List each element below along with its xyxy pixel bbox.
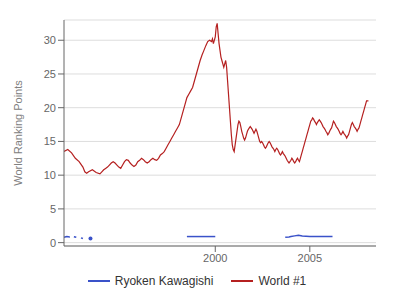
svg-text:10: 10 (44, 169, 56, 181)
svg-text:20: 20 (44, 102, 56, 114)
svg-text:0: 0 (50, 237, 56, 249)
svg-text:15: 15 (44, 135, 56, 147)
svg-text:30: 30 (44, 34, 56, 46)
svg-text:5: 5 (50, 203, 56, 215)
svg-text:25: 25 (44, 68, 56, 80)
svg-text:World Ranking Points: World Ranking Points (12, 80, 24, 186)
svg-text:2005: 2005 (298, 252, 322, 264)
svg-text:2000: 2000 (203, 252, 227, 264)
html-text:World #1: World #1 (258, 274, 307, 288)
html-text:Ryoken Kawagishi: Ryoken Kawagishi (114, 274, 214, 288)
